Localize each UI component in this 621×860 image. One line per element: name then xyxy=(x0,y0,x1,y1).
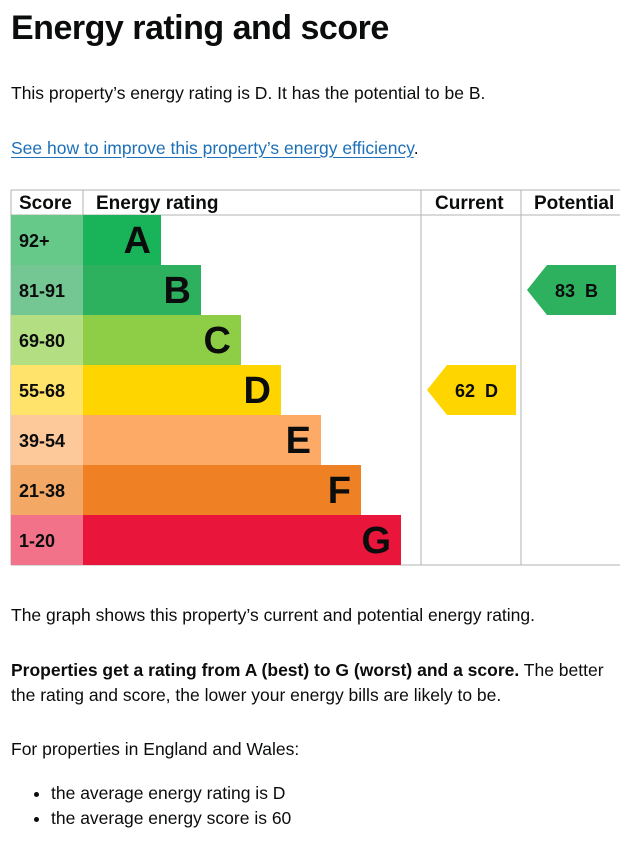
header-potential: Potential xyxy=(534,193,614,214)
rating-letter-e: E xyxy=(286,420,311,462)
score-cell-b xyxy=(11,265,83,315)
rating-explanation-bold: Properties get a rating from A (best) to… xyxy=(11,660,520,680)
chart-bands: 92+ A 81-91 B 69-80 C 55-68 D 39-54 E 21-38 F 1-20 G xyxy=(11,215,401,565)
rating-letter-b: B xyxy=(164,270,191,312)
score-range-f: 21-38 xyxy=(19,481,65,501)
score-cell-a xyxy=(11,215,83,265)
score-range-e: 39-54 xyxy=(19,431,65,451)
average-rating-item: the average energy rating is D xyxy=(51,781,291,806)
improve-efficiency-link[interactable]: See how to improve this property’s energ… xyxy=(11,138,414,158)
rating-letter-f: F xyxy=(328,470,351,512)
rating-explanation: Properties get a rating from A (best) to… xyxy=(11,658,621,708)
rating-letter-c: C xyxy=(204,320,231,362)
score-cell-f xyxy=(11,465,83,515)
page-title: Energy rating and score xyxy=(11,9,389,47)
score-range-d: 55-68 xyxy=(19,381,65,401)
header-score: Score xyxy=(19,193,72,214)
chart-arrows: 62 D 83 B xyxy=(427,265,616,415)
current-arrow-label: 62 D xyxy=(455,381,498,401)
rating-explanation-rest: The better the rating and score, the low… xyxy=(11,660,604,705)
current-arrow xyxy=(427,365,516,415)
score-range-g: 1-20 xyxy=(19,531,55,551)
rating-bar-f xyxy=(83,465,361,515)
score-range-b: 81-91 xyxy=(19,281,65,301)
score-cell-d xyxy=(11,365,83,415)
rating-letter-d: D xyxy=(244,370,271,412)
header-energy-rating: Energy rating xyxy=(96,193,218,214)
potential-arrow-label: 83 B xyxy=(555,281,598,301)
rating-letter-g: G xyxy=(361,520,391,562)
header-current: Current xyxy=(435,193,504,214)
improve-paragraph: See how to improve this property’s energ… xyxy=(11,136,419,161)
averages-list: the average energy rating is D the avera… xyxy=(11,781,291,831)
rating-bar-b xyxy=(83,265,201,315)
score-range-c: 69-80 xyxy=(19,331,65,351)
rating-bar-e xyxy=(83,415,321,465)
potential-arrow xyxy=(527,265,616,315)
region-intro: For properties in England and Wales: xyxy=(11,739,300,759)
rating-letter-a: A xyxy=(124,220,151,262)
improve-link-suffix: . xyxy=(413,138,419,158)
score-cell-g xyxy=(11,515,83,565)
energy-rating-chart: Score Energy rating Current Potential 92+ A 8… xyxy=(10,189,620,566)
rating-bar-a xyxy=(83,215,161,265)
chart-headers: Score Energy rating Current Potential xyxy=(19,193,614,214)
rating-bar-c xyxy=(83,315,241,365)
rating-bar-d xyxy=(83,365,281,415)
average-score-item: the average energy score is 60 xyxy=(51,806,291,831)
score-cell-c xyxy=(11,315,83,365)
graph-caption: The graph shows this property’s current … xyxy=(11,605,536,625)
score-range-a: 92+ xyxy=(19,231,50,251)
rating-summary: This property’s energy rating is D. It h… xyxy=(11,83,486,103)
rating-bar-g xyxy=(83,515,401,565)
score-cell-e xyxy=(11,415,83,465)
